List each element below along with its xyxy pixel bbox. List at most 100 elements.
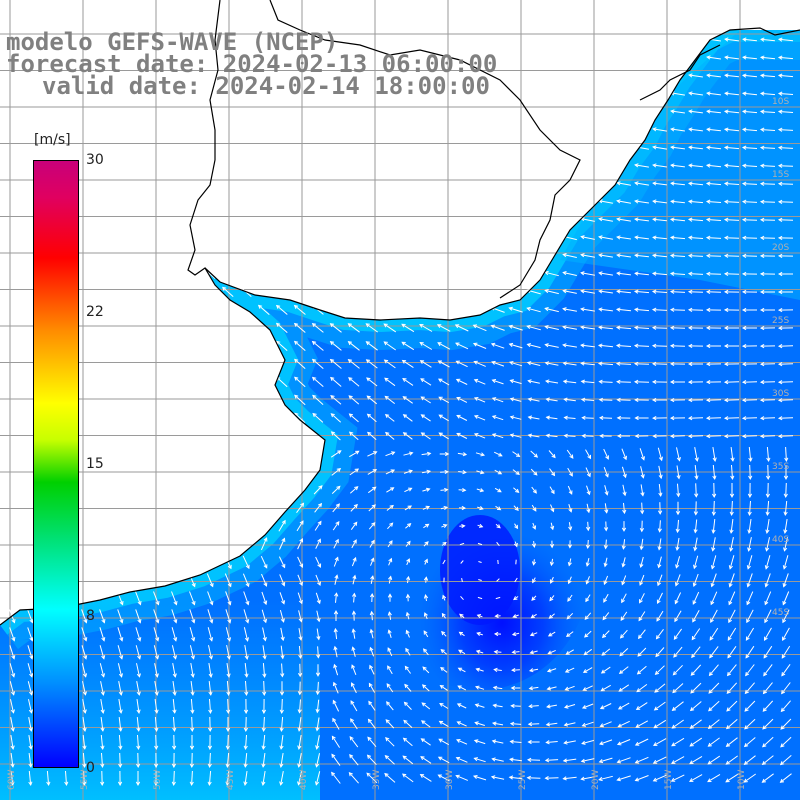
- wind-arrow: [601, 648, 611, 656]
- wind-arrow: [100, 681, 105, 696]
- wind-arrow: [727, 646, 737, 659]
- wind-arrow: [741, 127, 758, 132]
- wind-arrow: [475, 685, 485, 690]
- wind-arrow: [405, 540, 411, 547]
- wind-arrow: [705, 343, 721, 349]
- wind-arrow: [475, 667, 484, 672]
- wind-arrow: [208, 698, 213, 715]
- wind-arrow: [365, 341, 378, 351]
- wind-arrow: [117, 609, 124, 624]
- wind-arrow: [513, 596, 519, 601]
- wind-arrow: [783, 519, 788, 534]
- wind-arrow: [509, 433, 522, 438]
- wind-arrow: [491, 721, 504, 726]
- wind-arrow: [707, 755, 721, 765]
- wind-arrow: [544, 361, 559, 366]
- lon-label: 10W: [737, 770, 747, 790]
- wind-arrow: [171, 770, 176, 787]
- wind-arrow: [656, 610, 664, 622]
- wind-arrow: [508, 306, 523, 313]
- wind-arrow: [330, 395, 342, 405]
- wind-arrow: [567, 594, 573, 602]
- wind-arrow: [634, 738, 649, 746]
- wind-arrow: [710, 573, 717, 588]
- wind-arrow: [243, 771, 248, 786]
- wind-arrow: [386, 487, 395, 493]
- wind-arrow: [531, 541, 537, 548]
- wind-arrow: [526, 324, 541, 331]
- wind-arrow: [352, 574, 357, 585]
- wind-arrow: [741, 325, 757, 331]
- wind-arrow: [759, 163, 776, 168]
- wind-arrow: [332, 503, 340, 513]
- wind-arrow: [154, 699, 159, 714]
- wind-arrow: [671, 737, 685, 747]
- wind-arrow: [153, 645, 160, 660]
- wind-arrow: [545, 722, 558, 727]
- wind-arrow: [402, 737, 413, 747]
- wind-arrow: [384, 377, 396, 387]
- wind-arrow: [293, 322, 306, 333]
- wind-arrow: [478, 579, 482, 581]
- wind-arrow: [531, 486, 537, 494]
- wind-arrow: [741, 91, 758, 96]
- wind-arrow: [741, 271, 758, 277]
- wind-arrow: [777, 361, 794, 367]
- wind-arrow: [527, 415, 540, 420]
- wind-arrow: [764, 555, 771, 570]
- wind-arrow: [706, 55, 721, 60]
- wind-arrow: [562, 343, 577, 348]
- wind-arrow: [692, 610, 700, 623]
- wind-arrow: [639, 538, 644, 551]
- wind-arrow: [226, 698, 231, 715]
- wind-arrow: [582, 685, 593, 691]
- wind-arrow: [747, 500, 752, 517]
- wind-arrow: [585, 467, 591, 478]
- wind-arrow: [706, 91, 721, 96]
- wind-arrow: [442, 594, 447, 601]
- wind-arrow: [226, 645, 231, 660]
- wind-arrow: [581, 721, 594, 727]
- wind-arrow: [367, 718, 376, 729]
- wind-arrow: [349, 736, 359, 748]
- wind-arrow: [652, 433, 667, 439]
- wind-arrow: [549, 576, 554, 584]
- wind-arrow: [654, 683, 666, 693]
- wind-arrow: [669, 361, 686, 367]
- wind-arrow: [401, 323, 415, 333]
- wind-arrow: [332, 681, 339, 694]
- wind-arrow: [675, 537, 680, 552]
- wind-arrow: [689, 719, 702, 729]
- wind-arrow: [172, 716, 177, 733]
- wind-arrow: [655, 629, 664, 640]
- wind-arrow: [136, 699, 141, 714]
- wind-arrow: [741, 235, 758, 240]
- wind-arrow: [545, 415, 558, 420]
- wind-arrow: [421, 702, 431, 710]
- wind-arrow: [172, 681, 177, 696]
- colorbar: [33, 160, 79, 768]
- wind-arrow: [531, 559, 537, 566]
- wind-arrow: [136, 663, 141, 678]
- wind-arrow: [349, 450, 360, 458]
- wind-arrow: [369, 592, 375, 603]
- wind-arrow: [615, 307, 632, 312]
- wind-arrow: [782, 555, 789, 570]
- wind-arrow: [279, 592, 286, 605]
- wind-arrow: [100, 717, 105, 732]
- wind-arrow: [675, 556, 681, 569]
- wind-arrow: [729, 483, 735, 499]
- wind-arrow: [436, 324, 451, 332]
- wind-arrow: [580, 325, 595, 330]
- wind-arrow: [580, 776, 595, 781]
- wind-arrow: [404, 665, 412, 674]
- wind-arrow: [526, 775, 541, 780]
- lon-label: 50W: [153, 770, 163, 790]
- wind-arrow: [564, 685, 575, 691]
- wind-arrow: [81, 609, 88, 624]
- wind-arrow: [331, 467, 342, 476]
- wind-arrow: [585, 449, 591, 460]
- wind-arrow: [544, 343, 559, 348]
- lon-label: 15W: [664, 770, 674, 790]
- wind-arrow: [687, 199, 704, 204]
